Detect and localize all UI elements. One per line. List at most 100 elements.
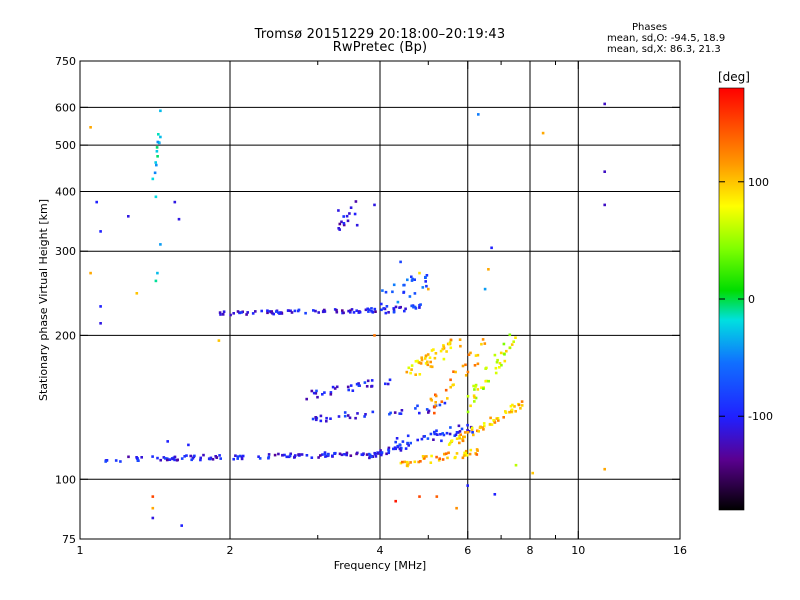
trace-point — [190, 458, 193, 462]
trace-point — [484, 379, 487, 383]
data-point — [541, 131, 545, 135]
trace-point — [331, 454, 334, 458]
trace-point — [414, 360, 418, 363]
trace-point — [342, 311, 345, 315]
trace-point — [340, 220, 343, 224]
trace-point — [312, 309, 315, 312]
trace-point — [314, 392, 318, 395]
trace-point — [411, 277, 414, 281]
trace-point — [461, 439, 465, 443]
trace-point — [398, 412, 401, 415]
trace-point — [215, 456, 219, 459]
colorbar-tick-label: 0 — [748, 293, 755, 306]
trace-point — [494, 366, 498, 370]
trace-point — [407, 444, 410, 447]
trace-point — [399, 305, 402, 309]
trace-point — [199, 458, 202, 462]
trace-point — [400, 409, 404, 412]
trace-point — [459, 344, 462, 348]
trace-point — [458, 338, 462, 341]
trace-point — [104, 460, 107, 463]
trace-point — [481, 426, 485, 429]
x-tick-label: 2 — [227, 544, 234, 557]
trace-point — [199, 456, 202, 460]
trace-point — [420, 437, 424, 441]
trace-point — [348, 212, 351, 215]
data-point — [187, 443, 190, 447]
trace-point — [393, 411, 397, 414]
trace-point — [455, 437, 459, 440]
trace-point — [294, 454, 297, 457]
trace-point — [154, 161, 157, 164]
trace-point — [434, 394, 438, 398]
trace-point — [425, 408, 429, 411]
trace-point — [240, 457, 244, 461]
trace-point — [458, 430, 462, 433]
trace-point — [473, 400, 476, 403]
trace-point — [472, 394, 476, 397]
trace-point — [494, 371, 498, 375]
data-point — [151, 495, 155, 498]
trace-point — [412, 305, 415, 309]
trace-point — [429, 432, 433, 436]
trace-point — [155, 150, 159, 153]
trace-point — [520, 404, 524, 407]
trace-point — [403, 460, 406, 464]
chart-title-line2: RwPretec (Bp) — [332, 40, 428, 55]
trace-point — [277, 452, 280, 456]
trace-point — [314, 416, 317, 419]
trace-point — [449, 338, 453, 342]
trace-point — [384, 382, 387, 386]
trace-point — [474, 383, 478, 387]
y-tick-label: 600 — [55, 101, 76, 114]
trace-point — [392, 310, 396, 313]
trace-point — [432, 438, 435, 441]
trace-point — [455, 452, 459, 455]
trace-point — [380, 451, 384, 454]
trace-point — [430, 365, 434, 369]
trace-point — [345, 451, 349, 455]
trace-point — [273, 453, 277, 457]
trace-point — [392, 283, 396, 287]
trace-point — [514, 410, 517, 413]
trace-point — [266, 311, 269, 315]
trace-point — [162, 456, 166, 459]
trace-point — [399, 461, 403, 465]
trace-point — [238, 311, 241, 314]
trace-point — [345, 214, 349, 218]
trace-point — [136, 459, 140, 462]
trace-point — [119, 460, 122, 463]
data-point — [89, 126, 92, 129]
trace-point — [409, 441, 412, 445]
trace-point — [406, 434, 410, 438]
data-point — [477, 113, 480, 116]
trace-point — [366, 379, 370, 383]
trace-point — [446, 397, 449, 400]
trace-point — [218, 454, 221, 457]
data-point — [217, 339, 221, 342]
trace-point — [267, 453, 271, 456]
trace-point — [410, 304, 413, 308]
trace-point — [346, 385, 350, 389]
trace-point — [260, 309, 263, 313]
trace-point — [446, 456, 449, 460]
trace-point — [500, 363, 503, 367]
trace-point — [413, 460, 417, 464]
trace-point — [421, 455, 425, 458]
trace-point — [211, 458, 215, 461]
trace-point — [499, 351, 503, 355]
trace-point — [445, 350, 448, 353]
trace-point — [151, 455, 154, 458]
trace-point — [353, 212, 357, 216]
trace-point — [466, 395, 470, 398]
trace-point — [474, 354, 478, 357]
trace-point — [251, 312, 255, 315]
trace-point — [323, 310, 327, 313]
trace-point — [351, 389, 355, 392]
trace-point — [310, 456, 314, 459]
trace-point — [357, 382, 360, 385]
data-point — [603, 170, 606, 173]
trace-point — [355, 382, 359, 386]
trace-point — [462, 435, 465, 439]
